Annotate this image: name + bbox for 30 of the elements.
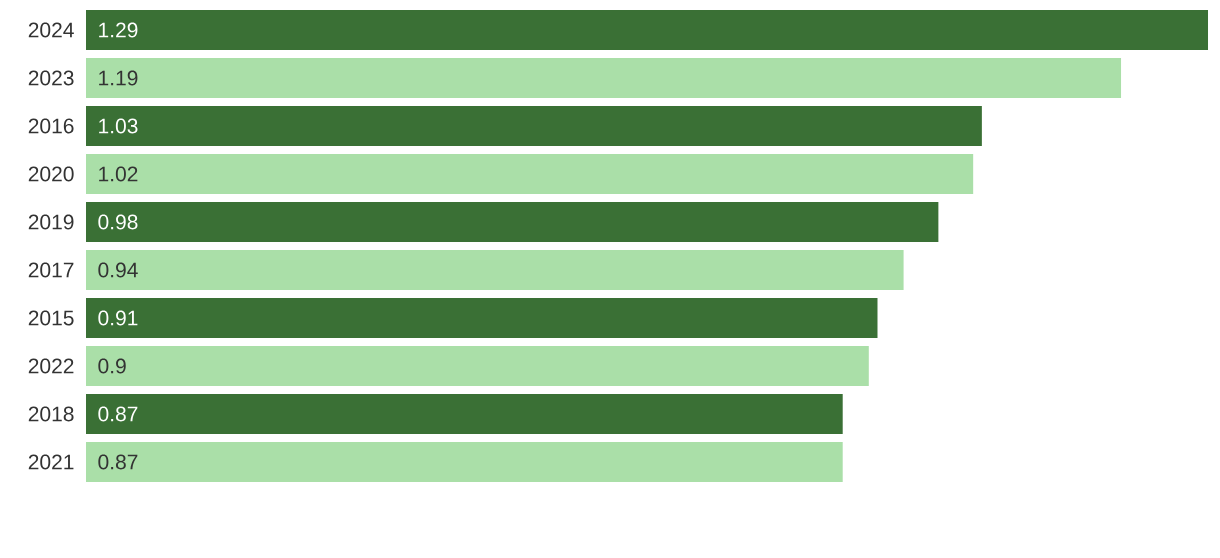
data-label: 0.91 [98,310,138,326]
bar [86,346,869,387]
bar [86,298,878,339]
data-label: 1.19 [99,70,138,86]
bar [86,10,1209,51]
bar [86,106,982,147]
data-label: 0.87 [98,454,138,470]
y-tick-label: 2024 [28,22,74,38]
bar [86,154,974,195]
data-label: 0.94 [98,262,138,278]
y-tick-label: 2022 [28,358,74,374]
y-tick-label: 2019 [28,214,74,230]
data-label: 1.29 [99,22,138,38]
bar [86,442,843,483]
y-tick-label: 2021 [28,454,74,470]
data-label: 0.87 [98,406,138,422]
bar [86,250,904,291]
data-label: 1.02 [99,166,138,182]
y-tick-label: 2017 [28,262,74,278]
y-tick-label: 2020 [28,166,74,182]
y-tick-label: 2023 [28,70,74,86]
data-label: 0.9 [98,358,126,374]
y-tick-label: 2015 [28,310,74,326]
data-label: 0.98 [98,214,138,230]
y-tick-label: 2018 [28,406,74,422]
bar [86,394,843,435]
y-tick-label: 2016 [28,118,74,134]
data-label: 1.03 [99,118,138,134]
bar [86,202,939,243]
bar [86,58,1122,99]
